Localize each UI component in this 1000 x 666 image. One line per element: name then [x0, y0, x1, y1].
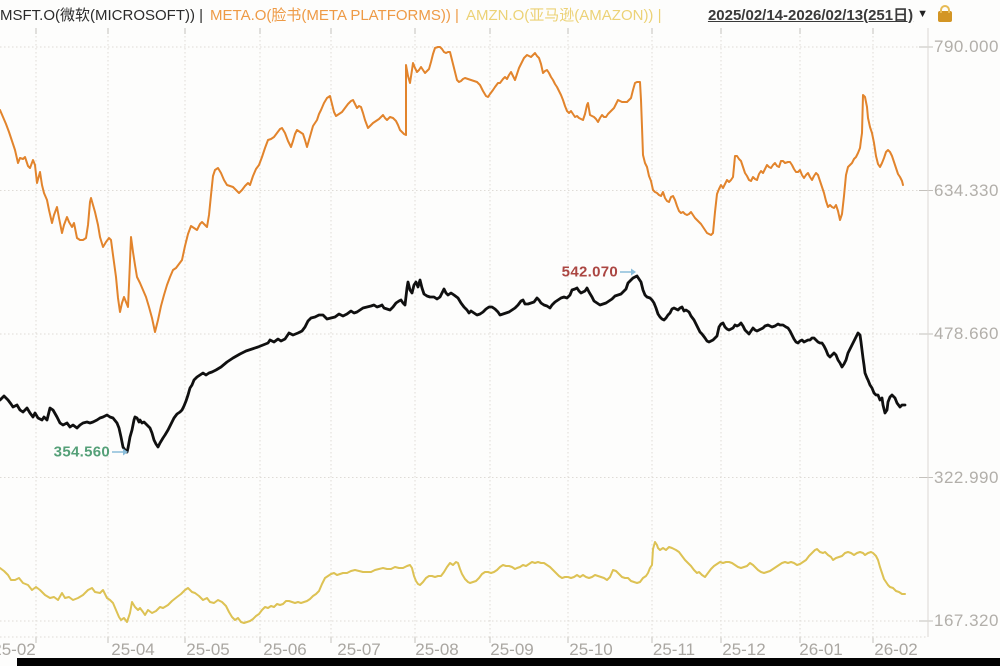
x-axis-label: 26-02	[874, 640, 918, 659]
series-line-AMZN	[0, 541, 906, 624]
annotation-msft-low: 354.560	[53, 443, 110, 461]
x-axis-label: 25-11	[652, 640, 696, 659]
date-range-control[interactable]: 2025/02/14-2026/02/13(251日) ▼	[708, 4, 1000, 25]
legend-msft[interactable]: MSFT.O(微软(MICROSOFT)) |	[0, 6, 204, 24]
lock-icon[interactable]	[938, 5, 952, 22]
annotation-msft-high: 542.070	[561, 263, 618, 281]
series-line-META	[0, 46, 904, 333]
annotation-arrow-icon	[631, 268, 636, 276]
y-axis-label: 790.000	[934, 37, 999, 56]
x-axis-label: 25-12	[722, 640, 766, 659]
chart-header: MSFT.O(微软(MICROSOFT)) | META.O(脸书(META P…	[0, 0, 1000, 28]
x-axis-label: 25-09	[490, 640, 534, 659]
y-axis-label: 634.330	[934, 180, 999, 200]
x-axis-label: 25-05	[186, 640, 230, 659]
x-axis-label: 25-02	[0, 640, 36, 659]
chevron-down-icon[interactable]: ▼	[917, 8, 928, 20]
x-axis-label: 25-04	[111, 640, 155, 659]
x-axis-label: 25-10	[569, 640, 613, 659]
annotation-arrow-icon	[123, 448, 128, 456]
date-range-text[interactable]: 2025/02/14-2026/02/13(251日)	[707, 6, 914, 24]
bottom-black-bar	[17, 658, 1000, 666]
x-axis-label: 25-07	[337, 640, 381, 659]
x-axis-label: 26-01	[799, 640, 843, 659]
y-axis-label: 478.660	[934, 324, 999, 343]
x-axis-label: 25-08	[415, 640, 459, 659]
legend-amzn[interactable]: AMZN.O(亚马逊(AMAZON)) |	[465, 6, 662, 24]
series-line-MSFT	[0, 274, 907, 454]
y-axis-label: 167.320	[934, 611, 999, 630]
legend-meta[interactable]: META.O(脸书(META PLATFORMS)) |	[210, 6, 459, 24]
x-axis-label: 25-06	[263, 640, 307, 659]
y-axis-label: 322.990	[934, 467, 999, 487]
